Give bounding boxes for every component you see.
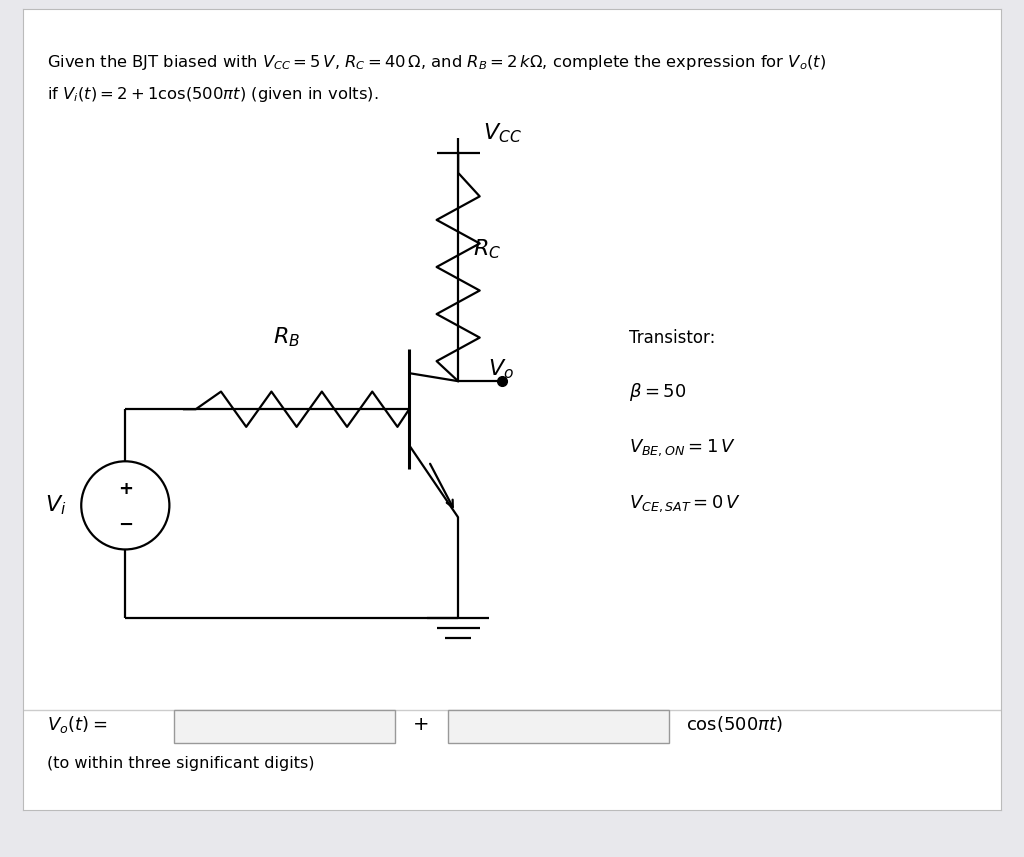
- FancyBboxPatch shape: [174, 710, 394, 743]
- Text: Given the BJT biased with $V_{CC} = 5\,V$, $R_C = 40\,\Omega$, and $R_B = 2\,k\O: Given the BJT biased with $V_{CC} = 5\,V…: [47, 52, 826, 72]
- Text: $V_{BE,ON} = 1\,V$: $V_{BE,ON} = 1\,V$: [630, 437, 736, 458]
- Text: Transistor:: Transistor:: [630, 329, 716, 347]
- Text: $R_B$: $R_B$: [273, 326, 300, 349]
- Text: −: −: [118, 516, 133, 534]
- Text: if $V_i(t) = 2 + 1\cos(500\pi t)$ (given in volts).: if $V_i(t) = 2 + 1\cos(500\pi t)$ (given…: [47, 85, 379, 104]
- Text: $+$: $+$: [412, 715, 428, 734]
- Text: Question 7: BJT: Question 7: BJT: [40, 28, 178, 46]
- Text: $\beta = 50$: $\beta = 50$: [630, 381, 687, 403]
- FancyBboxPatch shape: [449, 710, 669, 743]
- Text: +: +: [118, 480, 133, 499]
- Text: $V_i$: $V_i$: [45, 494, 67, 517]
- Text: $R_C$: $R_C$: [473, 237, 501, 261]
- Text: $V_{CE,SAT} = 0\,V$: $V_{CE,SAT} = 0\,V$: [630, 494, 741, 514]
- Text: $V_{CC}$: $V_{CC}$: [482, 121, 521, 145]
- Text: $V_o(t) =$: $V_o(t) =$: [47, 714, 108, 734]
- Text: $V_o$: $V_o$: [487, 357, 513, 381]
- Text: $\cos(500\pi t)$: $\cos(500\pi t)$: [686, 714, 783, 734]
- Text: (to within three significant digits): (to within three significant digits): [47, 756, 314, 771]
